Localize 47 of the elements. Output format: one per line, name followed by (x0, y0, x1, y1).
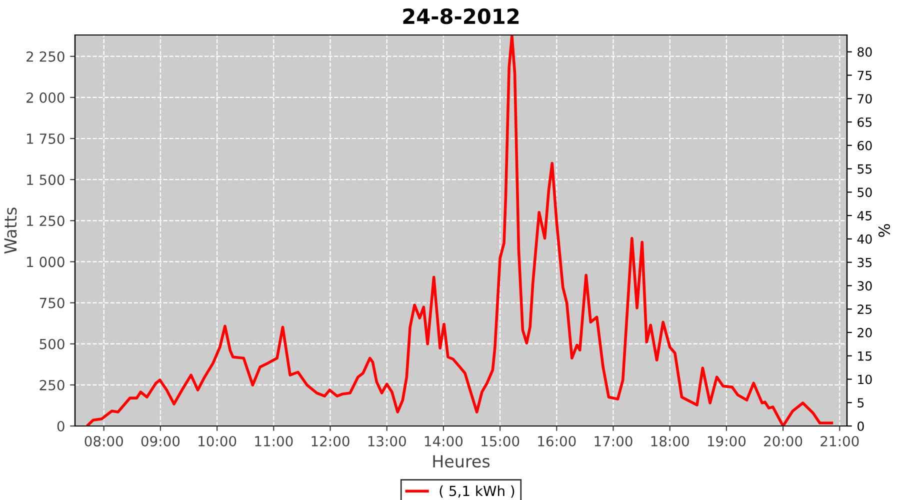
x-axis-title: Heures (433, 455, 490, 468)
y2-tick-label: 45 (857, 211, 872, 220)
y2-tick-label: 35 (858, 258, 872, 268)
y2-tick-label: 15 (858, 351, 872, 361)
x-tick-label: 19:00 (708, 436, 746, 446)
y-tick-label: 2 000 (26, 92, 64, 103)
y2-tick-label: 10 (858, 374, 872, 384)
line-series (86, 35, 834, 426)
x-tick-label: 13:00 (368, 436, 406, 446)
y2-axis-title: % (878, 224, 890, 237)
y-tick-label: 750 (40, 298, 64, 308)
x-tick-label: 18:00 (651, 436, 689, 446)
y2-tick-label: 20 (858, 328, 872, 338)
x-tick-label: 11:00 (255, 436, 293, 446)
y-tick-label: 1 000 (27, 256, 64, 268)
y2-tick-label: 55 (858, 164, 872, 174)
y-tick-label: 1 500 (27, 174, 64, 186)
x-tick-label: 14:00 (424, 436, 463, 446)
legend-label: ( 5,1 kWh ) (440, 485, 514, 498)
x-tick-label: 08:00 (84, 436, 123, 446)
y-tick-label: 0 (57, 420, 64, 432)
x-tick-label: 15:00 (482, 436, 520, 446)
y2-tick-label: 70 (858, 94, 872, 104)
x-tick-label: 21:00 (820, 436, 859, 446)
y-axis-title: Watts (4, 208, 17, 254)
chart-title: 24-8-2012 (403, 8, 519, 24)
x-tick-label: 10:00 (198, 436, 236, 446)
y2-tick-label: 50 (858, 188, 872, 198)
x-tick-label: 09:00 (141, 436, 180, 446)
y2-tick-label: 40 (857, 234, 872, 244)
y2-tick-label: 75 (858, 70, 872, 80)
y-tick-label: 1 250 (27, 216, 64, 226)
y2-tick-label: 80 (858, 47, 872, 57)
y-tick-label: 250 (40, 380, 64, 390)
y2-tick-label: 25 (858, 304, 872, 314)
y2-tick-label: 0 (858, 421, 864, 431)
y2-tick-label: 60 (858, 140, 872, 150)
y2-tick-label: 65 (858, 117, 872, 127)
y-tick-label: 2 250 (26, 51, 64, 62)
y-tick-label: 500 (40, 338, 64, 350)
x-tick-label: 20:00 (764, 436, 802, 446)
x-tick-label: 16:00 (538, 436, 576, 446)
y-tick-label: 1 750 (27, 133, 64, 144)
x-tick-label: 17:00 (594, 436, 632, 446)
x-tick-label: 12:00 (312, 436, 350, 446)
y2-tick-label: 5 (858, 398, 864, 408)
y2-tick-label: 30 (858, 281, 872, 291)
